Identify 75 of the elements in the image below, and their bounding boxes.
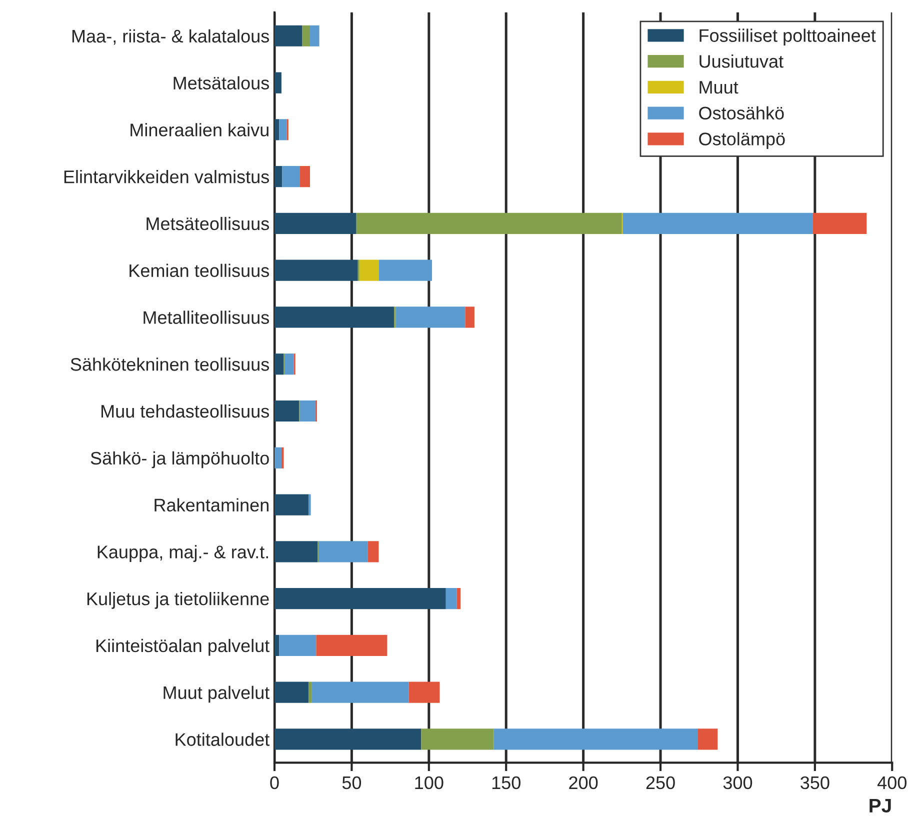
bar [308, 494, 311, 516]
bar [359, 260, 379, 281]
x-tick-label: 250 [646, 776, 675, 790]
bar [279, 634, 316, 656]
bar [281, 447, 284, 468]
bar [274, 541, 318, 562]
x-tick-label: 50 [342, 776, 362, 790]
y-tick-label: Kuljetus ja tietoliikenne [87, 592, 269, 609]
legend-label: Ostosähkö [699, 106, 784, 120]
y-tick-label: Maa-, riista- & kalatalous [72, 29, 269, 45]
bar [274, 354, 284, 375]
bar [300, 400, 316, 422]
bar [274, 728, 422, 750]
bar [310, 25, 320, 46]
bar [282, 166, 300, 188]
x-axis-title: PJ [870, 798, 891, 813]
bar [274, 72, 282, 94]
bar [446, 588, 457, 610]
legend-label: Ostolämpö [699, 132, 785, 149]
bar [274, 119, 280, 140]
x-tick-label: 150 [492, 776, 520, 790]
bar [312, 682, 409, 703]
y-tick-label: Kauppa, maj.- & rav.t. [98, 545, 268, 562]
y-tick-label: Mineraalien kaivu [130, 123, 268, 136]
y-tick-label: Sähkötekninen teollisuus [70, 358, 269, 371]
bar [318, 541, 368, 562]
x-tick-label: 0 [270, 776, 279, 790]
bar [279, 119, 287, 140]
bar [494, 728, 698, 750]
bar [274, 306, 394, 328]
bar [812, 212, 867, 234]
bar [274, 494, 308, 516]
bar [622, 212, 813, 234]
x-tick-label: 300 [723, 776, 752, 790]
bar [284, 354, 294, 375]
legend-label: Fossiiliset polttoaineet [700, 28, 876, 46]
bar [356, 212, 622, 234]
y-tick-label: Rakentaminen [154, 498, 268, 512]
x-tick-label: 350 [800, 776, 830, 790]
bar [456, 588, 461, 610]
bar [698, 728, 718, 750]
x-tick-label: 400 [877, 776, 906, 790]
bar [465, 306, 474, 328]
bar [368, 541, 379, 562]
y-tick-label: Sähkö- ja lämpöhuolto [90, 451, 269, 468]
bar [274, 634, 280, 656]
bar [274, 588, 446, 610]
bar [378, 260, 432, 281]
bar [274, 400, 300, 422]
bar [274, 447, 282, 468]
bar [274, 25, 302, 46]
bar [274, 260, 358, 281]
bar [408, 682, 440, 703]
x-tick-label: 100 [415, 776, 444, 790]
y-tick-label: Metsäteollisuus [146, 216, 269, 230]
y-tick-label: Muu tehdasteollisuus [102, 404, 269, 418]
bar [421, 728, 494, 750]
y-tick-label: Muut palvelut [164, 686, 270, 703]
bar [274, 682, 308, 703]
bar [300, 166, 310, 188]
y-tick-label: Kotitaloudet [176, 732, 270, 746]
bar [316, 634, 388, 656]
bar [396, 306, 466, 328]
x-tick-label: 200 [569, 776, 598, 790]
y-tick-label: Metsätalous [174, 76, 269, 90]
bar [274, 166, 282, 188]
y-tick-label: Elintarvikkeiden valmistus [64, 170, 269, 184]
bar [308, 682, 312, 703]
legend-label: Uusiutuvat [700, 54, 784, 68]
bar [274, 212, 356, 234]
y-tick-label: Kemian teollisuus [130, 264, 269, 278]
bar [302, 25, 310, 46]
legend-label: Muut [700, 81, 738, 94]
y-tick-label: Kiinteistöalan palvelut [96, 638, 270, 656]
y-tick-label: Metalliteollisuus [144, 310, 269, 324]
